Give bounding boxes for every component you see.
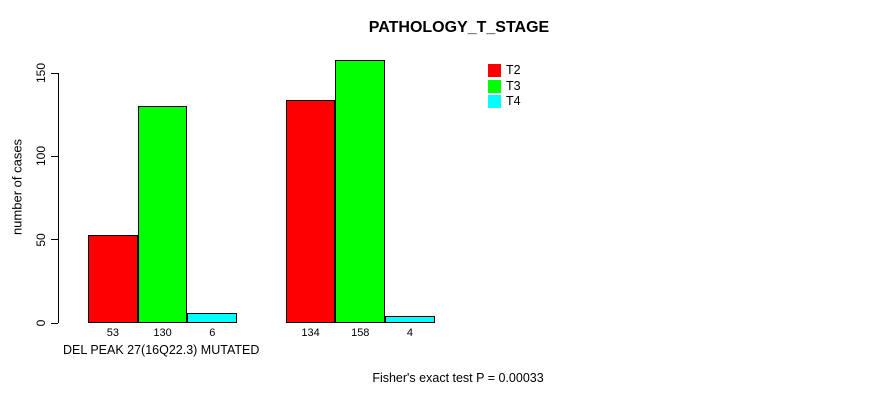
legend-swatch xyxy=(488,64,501,78)
bar-value-label: 53 xyxy=(106,327,119,339)
bar-value-label: 4 xyxy=(406,327,413,339)
y-axis-line xyxy=(58,73,59,323)
legend-item: T4 xyxy=(488,94,521,109)
bar xyxy=(187,313,238,323)
legend-label: T3 xyxy=(506,78,521,93)
legend-label: T2 xyxy=(506,63,521,78)
y-tick xyxy=(51,239,58,241)
bar-value-label: 158 xyxy=(351,327,370,339)
bar xyxy=(137,106,188,323)
legend-swatch xyxy=(488,79,501,93)
chart-title: PATHOLOGY_T_STAGE xyxy=(368,19,550,36)
y-axis-label: number of cases xyxy=(9,138,25,236)
bar xyxy=(285,99,336,323)
legend-swatch xyxy=(488,94,501,108)
legend-item: T2 xyxy=(488,63,521,78)
y-tick xyxy=(51,72,58,74)
bar-value-label: 6 xyxy=(209,327,216,339)
y-tick xyxy=(51,155,58,157)
bar xyxy=(335,59,386,323)
legend-item: T3 xyxy=(488,78,521,93)
y-tick-label: 50 xyxy=(34,232,48,247)
bar-value-label: 130 xyxy=(153,327,172,339)
y-tick-label: 0 xyxy=(34,319,48,327)
x-axis-group-label: DEL PEAK 27(16Q22.3) MUTATED xyxy=(63,343,260,357)
bar xyxy=(88,234,138,323)
legend-label: T4 xyxy=(506,93,521,108)
bar xyxy=(385,316,435,323)
legend: T2 T3 T4 xyxy=(488,63,521,109)
y-tick xyxy=(51,322,58,324)
y-tick-label: 100 xyxy=(34,146,48,167)
y-tick-label: 150 xyxy=(34,62,48,84)
fisher-test-note: Fisher's exact test P = 0.00033 xyxy=(372,371,544,385)
bar-value-label: 134 xyxy=(301,327,320,339)
